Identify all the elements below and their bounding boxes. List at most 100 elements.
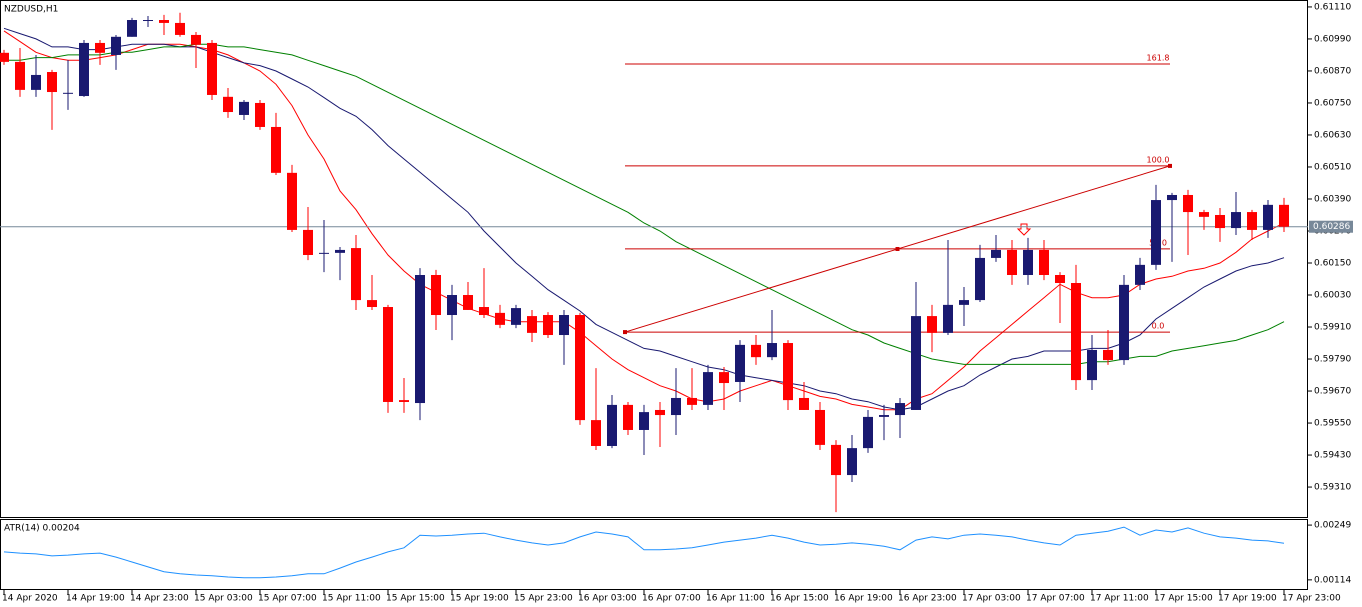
y-tick-label: 0.61110 bbox=[1314, 2, 1351, 12]
y-tick-label: 0.59670 bbox=[1314, 387, 1351, 397]
moving-average bbox=[3, 27, 1285, 411]
x-tick-label: 17 Apr 15:00 bbox=[1154, 594, 1213, 604]
panel-title: ATR(14) 0.00204 bbox=[4, 524, 80, 534]
candle-body bbox=[1231, 212, 1241, 229]
candle-body bbox=[239, 101, 249, 115]
candle-body bbox=[351, 248, 361, 301]
last-price-label: 0.60286 bbox=[1313, 222, 1350, 232]
candle-body bbox=[735, 344, 745, 382]
y-tick-label: 0.59790 bbox=[1314, 355, 1351, 365]
y-tick-label: 0.59430 bbox=[1314, 451, 1351, 461]
candle-body bbox=[303, 229, 313, 255]
x-tick-label: 15 Apr 03:00 bbox=[194, 594, 253, 604]
candle-body bbox=[223, 96, 233, 113]
candle-body bbox=[511, 308, 521, 325]
y-tick-label: 0.60990 bbox=[1314, 34, 1351, 44]
x-tick-label: 16 Apr 03:00 bbox=[578, 594, 637, 604]
x-tick-label: 15 Apr 19:00 bbox=[450, 594, 509, 604]
candle-body bbox=[1199, 212, 1209, 217]
candle-body bbox=[767, 343, 777, 358]
main-frame bbox=[0, 0, 1308, 518]
candle-body bbox=[1055, 275, 1065, 284]
x-tick-label: 16 Apr 07:00 bbox=[642, 594, 701, 604]
candle-body bbox=[399, 400, 409, 402]
y-tick-label: 0.00249 bbox=[1314, 521, 1351, 531]
last-price-box bbox=[1309, 220, 1353, 233]
y-tick-label: 0.60750 bbox=[1314, 98, 1351, 108]
x-tick-label: 15 Apr 15:00 bbox=[386, 594, 445, 604]
candle-body bbox=[1247, 212, 1257, 230]
candle-body bbox=[655, 409, 665, 416]
y-tick-label: 0.00114 bbox=[1314, 575, 1351, 585]
candle-body bbox=[751, 344, 761, 358]
candle-body bbox=[1039, 249, 1049, 276]
candle-body bbox=[175, 22, 185, 35]
candle-body bbox=[207, 42, 217, 95]
candle-body bbox=[639, 412, 649, 430]
candle-body bbox=[943, 304, 953, 333]
candle-body bbox=[31, 74, 41, 90]
y-tick-label: 0.59910 bbox=[1314, 323, 1351, 333]
down-arrow-icon bbox=[1016, 223, 1032, 236]
candle-body bbox=[159, 20, 169, 23]
y-tick-label: 0.60510 bbox=[1314, 162, 1351, 172]
candle-body bbox=[255, 102, 265, 127]
fib-label: 161.8 bbox=[1147, 54, 1170, 63]
x-tick-label: 16 Apr 19:00 bbox=[834, 594, 893, 604]
candle-body bbox=[559, 315, 569, 336]
candle-body bbox=[367, 300, 377, 308]
candle-body bbox=[591, 420, 601, 446]
candle-body bbox=[319, 252, 329, 254]
candle-body bbox=[991, 249, 1001, 258]
candle-body bbox=[479, 307, 489, 316]
candle-body bbox=[1167, 194, 1177, 201]
x-tick-label: 15 Apr 23:00 bbox=[514, 594, 573, 604]
candle-body bbox=[847, 448, 857, 476]
candle-body bbox=[1183, 194, 1193, 213]
x-tick-label: 14 Apr 23:00 bbox=[130, 594, 189, 604]
candle-body bbox=[879, 415, 889, 417]
candle-body bbox=[143, 20, 153, 22]
candle-body bbox=[687, 397, 697, 405]
candle-body bbox=[863, 416, 873, 449]
candle-body bbox=[1071, 283, 1081, 381]
x-tick-label: 14 Apr 2020 bbox=[2, 594, 58, 604]
x-tick-label: 15 Apr 07:00 bbox=[258, 594, 317, 604]
x-tick-label: 17 Apr 07:00 bbox=[1026, 594, 1085, 604]
candle-body bbox=[1151, 200, 1161, 265]
candle-body bbox=[911, 316, 921, 410]
candle-body bbox=[271, 126, 281, 173]
candle-body bbox=[1007, 249, 1017, 276]
y-tick-label: 0.60870 bbox=[1314, 66, 1351, 76]
candle-body bbox=[47, 72, 57, 93]
atr-frame bbox=[0, 519, 1308, 590]
candle-body bbox=[79, 42, 89, 97]
y-tick-label: 0.60150 bbox=[1314, 259, 1351, 269]
candle-body bbox=[927, 316, 937, 333]
y-tick-label: 0.60030 bbox=[1314, 291, 1351, 301]
x-tick-label: 16 Apr 15:00 bbox=[770, 594, 829, 604]
candle-body bbox=[1215, 214, 1225, 229]
candle-body bbox=[495, 312, 505, 325]
candle-body bbox=[959, 300, 969, 305]
moving-average bbox=[3, 30, 1285, 411]
candle-body bbox=[575, 315, 585, 421]
candle-body bbox=[607, 404, 617, 446]
candle-body bbox=[287, 172, 297, 230]
candle-body bbox=[975, 257, 985, 301]
indicator-line bbox=[3, 526, 1285, 579]
candle-body bbox=[431, 275, 441, 316]
candle-body bbox=[383, 307, 393, 402]
candle-body bbox=[1135, 264, 1145, 285]
candle-body bbox=[63, 92, 73, 94]
moving-average bbox=[4, 43, 1285, 365]
candle-body bbox=[1103, 349, 1113, 361]
candle-body bbox=[463, 295, 473, 310]
fib-anchor bbox=[1168, 163, 1172, 168]
candle-body bbox=[0, 52, 9, 62]
candle-body bbox=[191, 34, 201, 45]
x-tick-label: 17 Apr 23:00 bbox=[1282, 594, 1341, 604]
